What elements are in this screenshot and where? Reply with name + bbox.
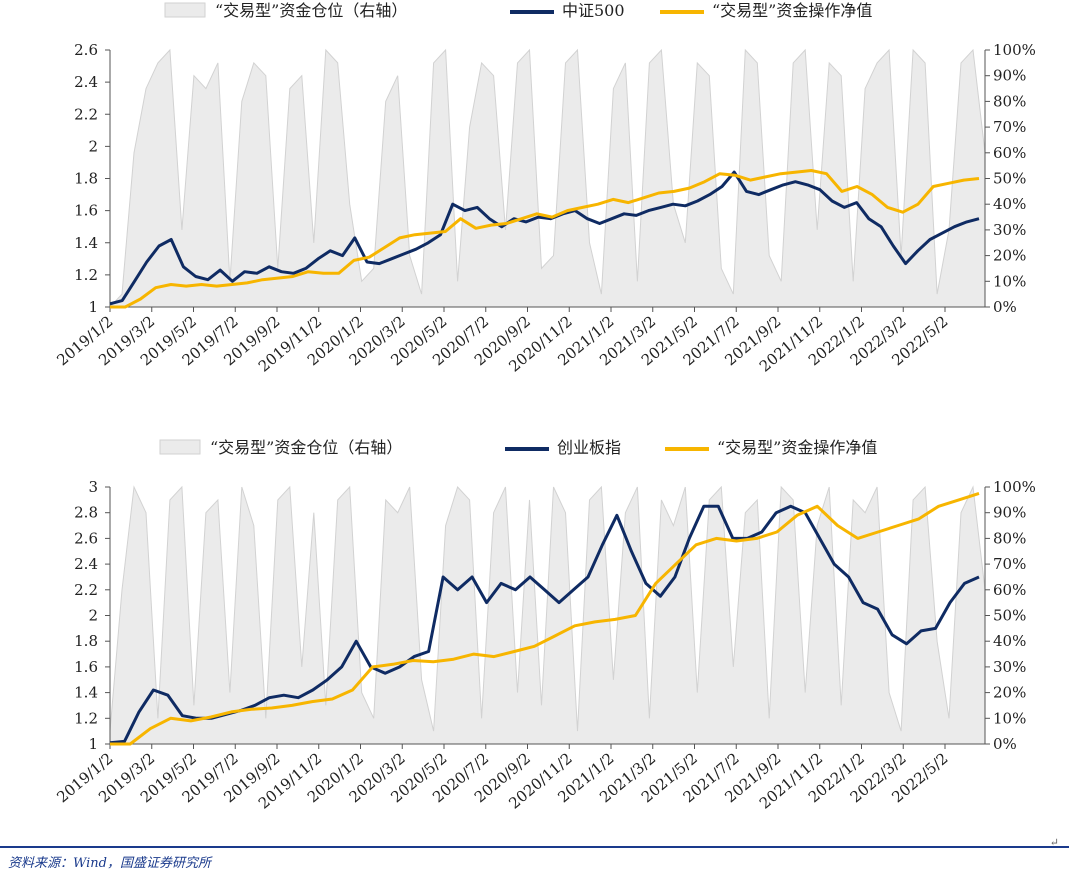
c1-right-tick-label: 90%	[993, 67, 1026, 85]
c1-right-tick-label: 30%	[993, 221, 1026, 239]
c1-left-tick-label: 1.8	[74, 170, 98, 188]
c1-left-tick-label: 2.6	[74, 41, 98, 59]
c1-right-tick-label: 20%	[993, 247, 1026, 265]
c1-legend-index: 中证500	[562, 1, 625, 20]
c2-left-tick-label: 2	[88, 607, 98, 625]
c1-left-tick-label: 2	[88, 137, 98, 155]
c2-left-tick-label: 1.8	[74, 632, 98, 650]
c2-right-tick-label: 70%	[993, 555, 1026, 573]
c1-left-tick-label: 2.4	[74, 73, 98, 91]
c1-index-line	[109, 170, 980, 306]
c2-right-tick-label: 30%	[993, 658, 1026, 676]
source-note: 资料来源：Wind，国盛证券研究所	[8, 856, 211, 871]
c1-left-tick-label: 1.4	[74, 234, 98, 252]
c2-right-tick-label: 40%	[993, 632, 1026, 650]
footer-rule	[0, 846, 1069, 848]
c1-right-tick-label: 50%	[993, 170, 1026, 188]
c2-left-tick-label: 1.4	[74, 684, 98, 702]
c1-right-tick-label: 0%	[993, 298, 1017, 316]
chart-csi500: 1 1.2 1.4 1.6 1.8 2 2.2 2.4 2.6 0% 10% 20% 30% 40% 50%…	[0, 0, 1069, 425]
c2-right-tick-label: 90%	[993, 504, 1026, 522]
c1-right-tick-label: 70%	[993, 118, 1026, 136]
c2-legend-position: “交易型”资金仓位（右轴）	[210, 438, 402, 457]
c2-position-area	[109, 485, 986, 745]
c1-nav-line	[110, 169, 980, 309]
c2-right-tick-label: 50%	[993, 607, 1026, 625]
c2-right-tick-label: 0%	[993, 735, 1017, 753]
c2-right-tick-label: 10%	[993, 709, 1026, 727]
c2-left-tick-label: 3	[88, 478, 98, 496]
chart-chinext: 1 1.2 1.4 1.6 1.8 2 2.2 2.4 2.6 2.8 3 0% 10% 20% 30% 40…	[0, 436, 1069, 836]
chart-chinext-svg: 11.21.41.61.822.22.42.62.830%10%20%30%40…	[53, 438, 1036, 813]
paragraph-mark: ↵	[1049, 836, 1059, 849]
c1-legend-swatch-position	[164, 2, 206, 18]
c2-right-tick-label: 20%	[993, 684, 1026, 702]
c1-right-tick-label: 80%	[993, 92, 1026, 110]
c2-left-tick-label: 2.6	[74, 529, 98, 547]
c2-legend-index: 创业板指	[557, 438, 621, 457]
c1-left-tick-label: 1	[88, 298, 98, 316]
c1-legend-position: “交易型”资金仓位（右轴）	[215, 1, 407, 20]
c1-left-tick-label: 1.2	[74, 266, 98, 284]
c2-left-tick-label: 1.6	[74, 658, 98, 676]
c1-right-tick-label: 60%	[993, 144, 1026, 162]
c2-legend-swatch-position	[159, 439, 201, 455]
c2-left-tick-label: 2.8	[74, 504, 98, 522]
c2-left-tick-label: 1	[88, 735, 98, 753]
c1-legend-nav: “交易型”资金操作净值	[712, 1, 872, 20]
c1-right-tick-label: 10%	[993, 272, 1026, 290]
c1-position-area	[108, 48, 986, 308]
c2-right-tick-label: 60%	[993, 581, 1026, 599]
c2-right-tick-label: 100%	[993, 478, 1036, 496]
chart-csi500-svg: 1 1.2 1.4 1.6 1.8 2 2.2 2.4 2.6 0% 10% 20% 30% 40% 50%…	[53, 1, 1036, 376]
c2-left-tick-label: 1.2	[74, 709, 98, 727]
c2-index-line	[109, 504, 980, 745]
c2-right-tick-label: 80%	[993, 529, 1026, 547]
c1-left-tick-label: 2.2	[74, 105, 98, 123]
c2-left-tick-label: 2.2	[74, 581, 98, 599]
c1-right-tick-label: 100%	[993, 41, 1036, 59]
c1-left-tick-label: 1.6	[74, 202, 98, 220]
c1-right-tick-label: 40%	[993, 195, 1026, 213]
c2-nav-line	[110, 491, 980, 746]
c2-legend-nav: “交易型”资金操作净值	[717, 438, 877, 457]
c2-left-tick-label: 2.4	[74, 555, 98, 573]
